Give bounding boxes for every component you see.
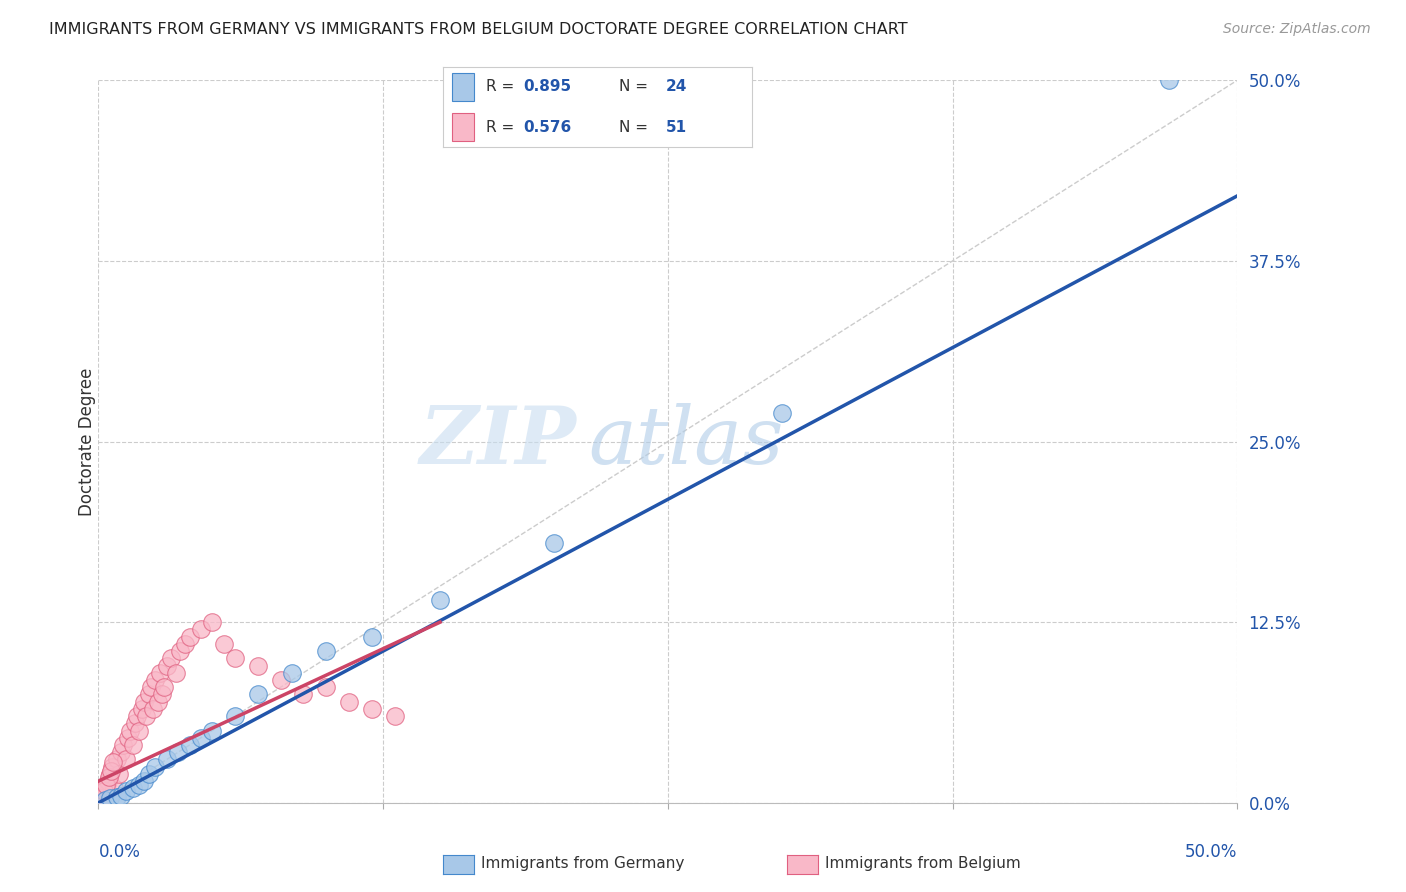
FancyBboxPatch shape xyxy=(453,112,474,141)
Point xyxy=(121,738,143,752)
Point xyxy=(117,731,139,745)
Point xyxy=(270,673,292,687)
Text: atlas: atlas xyxy=(588,403,783,480)
Point xyxy=(212,637,235,651)
Point xyxy=(128,779,150,793)
FancyBboxPatch shape xyxy=(453,72,474,101)
Point xyxy=(105,790,128,805)
Point xyxy=(93,784,115,798)
Point xyxy=(110,745,132,759)
Point xyxy=(292,687,315,701)
Point xyxy=(160,651,183,665)
Point xyxy=(96,774,118,789)
Point xyxy=(384,709,406,723)
Point xyxy=(179,630,201,644)
Point xyxy=(138,767,160,781)
Point xyxy=(224,651,246,665)
Point xyxy=(132,774,155,789)
Point xyxy=(103,756,125,770)
Point xyxy=(131,702,153,716)
Text: R =: R = xyxy=(486,79,519,95)
Point xyxy=(201,615,224,630)
Point xyxy=(1157,73,1180,87)
Point xyxy=(142,702,165,716)
Point xyxy=(167,745,190,759)
Text: 0.0%: 0.0% xyxy=(98,843,141,861)
Point xyxy=(132,695,155,709)
Point xyxy=(139,680,162,694)
Point xyxy=(98,791,121,805)
Point xyxy=(153,680,176,694)
Point xyxy=(281,665,304,680)
Point xyxy=(149,665,172,680)
Point xyxy=(100,764,122,778)
Text: N =: N = xyxy=(619,120,652,135)
Point xyxy=(201,723,224,738)
Point xyxy=(315,644,337,658)
Point xyxy=(169,644,191,658)
Point xyxy=(91,789,114,803)
Point xyxy=(121,781,143,796)
Point xyxy=(190,731,212,745)
Text: Immigrants from Belgium: Immigrants from Belgium xyxy=(825,856,1021,871)
Point xyxy=(90,791,112,805)
Point xyxy=(315,680,337,694)
Point xyxy=(337,695,360,709)
Text: Source: ZipAtlas.com: Source: ZipAtlas.com xyxy=(1223,22,1371,37)
Y-axis label: Doctorate Degree: Doctorate Degree xyxy=(79,368,96,516)
Point xyxy=(120,723,142,738)
Text: ZIP: ZIP xyxy=(420,403,576,480)
Point xyxy=(165,665,187,680)
Point xyxy=(190,623,212,637)
Point xyxy=(108,767,131,781)
Point xyxy=(103,781,125,796)
Point xyxy=(145,760,167,774)
Point xyxy=(94,793,117,807)
Point xyxy=(124,716,146,731)
Point xyxy=(179,738,201,752)
Point xyxy=(127,709,149,723)
Point xyxy=(97,770,120,784)
Point xyxy=(224,709,246,723)
Point xyxy=(101,760,124,774)
Point xyxy=(110,789,132,803)
Point xyxy=(360,702,382,716)
Text: 51: 51 xyxy=(665,120,686,135)
Point xyxy=(360,630,382,644)
Point xyxy=(156,752,179,766)
Text: 0.895: 0.895 xyxy=(523,79,571,95)
Point xyxy=(98,767,121,781)
Text: N =: N = xyxy=(619,79,652,95)
Point xyxy=(770,406,793,420)
Point xyxy=(128,723,150,738)
Text: 50.0%: 50.0% xyxy=(1185,843,1237,861)
Point xyxy=(429,593,451,607)
Point xyxy=(135,709,157,723)
Text: 24: 24 xyxy=(665,79,688,95)
Point xyxy=(146,695,169,709)
Point xyxy=(96,779,118,793)
Point xyxy=(112,738,135,752)
Point xyxy=(246,658,269,673)
Point xyxy=(145,673,167,687)
Point xyxy=(150,687,173,701)
Point xyxy=(156,658,179,673)
Text: IMMIGRANTS FROM GERMANY VS IMMIGRANTS FROM BELGIUM DOCTORATE DEGREE CORRELATION : IMMIGRANTS FROM GERMANY VS IMMIGRANTS FR… xyxy=(49,22,908,37)
Point xyxy=(114,752,136,766)
Point xyxy=(246,687,269,701)
Point xyxy=(94,781,117,796)
Point xyxy=(543,535,565,549)
Text: 0.576: 0.576 xyxy=(523,120,572,135)
Text: R =: R = xyxy=(486,120,519,135)
Point xyxy=(138,687,160,701)
Point xyxy=(114,784,136,798)
Point xyxy=(105,752,128,766)
Text: Immigrants from Germany: Immigrants from Germany xyxy=(481,856,685,871)
Point xyxy=(174,637,197,651)
